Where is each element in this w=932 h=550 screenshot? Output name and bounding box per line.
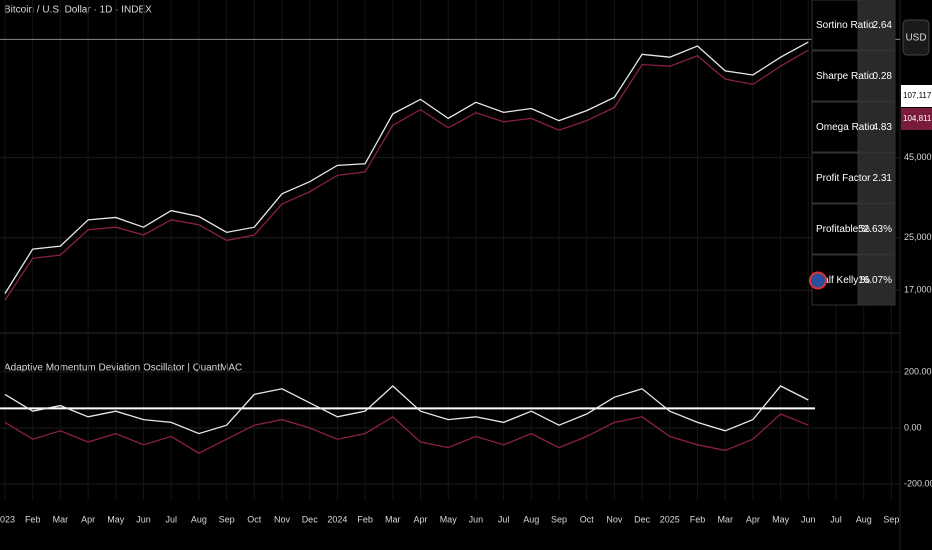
metric-label-cell [811,0,859,51]
series-line [4,385,809,435]
x-tick-label: Jul [165,514,177,524]
x-tick-label: Mar [717,514,733,524]
x-tick-label: Aug [523,514,539,524]
y-tick-label: 17,000.00 [904,285,932,295]
metric-value: 52.63% [858,224,892,235]
x-tick-label: Oct [580,514,595,524]
x-tick-label: Jul [830,514,842,524]
metric-value: 16.07% [858,275,892,286]
x-tick-label: Jun [801,514,816,524]
price-label-box [901,108,932,130]
x-tick-label: Sep [883,514,899,524]
metric-label: Omega Ratio [816,122,875,133]
metric-label: Sortino Ratio [816,20,874,31]
x-tick-label: Nov [606,514,623,524]
x-tick-label: May [772,514,790,524]
metric-value-cell [857,0,896,51]
x-tick-label: Feb [357,514,373,524]
metric-value-cell [857,254,896,306]
x-tick-label: Oct [247,514,262,524]
x-tick-label: Dec [634,514,651,524]
x-tick-label: Apr [746,514,760,524]
x-tick-label: Nov [274,514,291,524]
price-label: 107,117.88 [903,91,932,100]
metric-label-cell [811,203,859,255]
metric-label: Profitable % [816,224,870,235]
metric-label-cell [811,152,859,204]
x-tick-label: Mar [53,514,69,524]
metric-label: Sharpe Ratio [816,71,875,82]
metric-value-cell [857,101,896,153]
x-tick-label: Aug [191,514,207,524]
x-tick-label: Apr [81,514,95,524]
y-tick-label: 25,000.00 [904,232,932,242]
x-tick-label: Jul [498,514,510,524]
metric-value-cell [857,203,896,255]
metric-label-cell [811,50,859,102]
panel-title: Adaptive Momentum Deviation Oscillator |… [4,363,242,374]
currency[interactable]: USD [905,33,926,44]
price-label: 104,811.17 [903,114,932,123]
chart-title: Bitcoin / U.S. Dollar · 1D · INDEX [4,5,152,16]
metric-value: 2.31 [873,173,893,184]
price-label-box [901,85,932,107]
metric-label: Profit Factor [816,173,871,184]
metric-label-cell [811,101,859,153]
x-tick-label: Dec [302,514,319,524]
x-tick-label: Apr [413,514,427,524]
flag-icon [809,271,827,290]
x-tick-label: 2023 [0,514,15,524]
x-tick-label: Mar [385,514,401,524]
x-tick-label: Feb [25,514,41,524]
y-tick-label: 45,000.00 [904,152,932,162]
x-tick-label: 2024 [327,514,347,524]
metric-value: 0.28 [873,71,893,82]
x-tick-label: May [440,514,458,524]
x-tick-label: Jun [469,514,484,524]
series-line [4,41,809,294]
x-tick-label: 2025 [660,514,680,524]
metric-label: Half Kelly % [816,275,870,286]
x-tick-label: Feb [690,514,706,524]
series-line [4,49,809,301]
x-tick-label: Jun [136,514,151,524]
x-tick-label: Aug [856,514,872,524]
metric-value-cell [857,50,896,102]
metric-value-cell [857,152,896,204]
y-tick-label: 200.00 [904,366,932,376]
x-tick-label: Sep [551,514,567,524]
series-line [4,413,809,454]
x-tick-label: Sep [219,514,235,524]
y-tick-label: 0.00 [904,422,922,432]
y-tick-label: -200.00 [904,478,932,488]
metric-value: 2.64 [873,20,893,31]
metric-value: 4.83 [873,122,893,133]
x-tick-label: May [107,514,125,524]
currency-button[interactable] [902,19,930,56]
